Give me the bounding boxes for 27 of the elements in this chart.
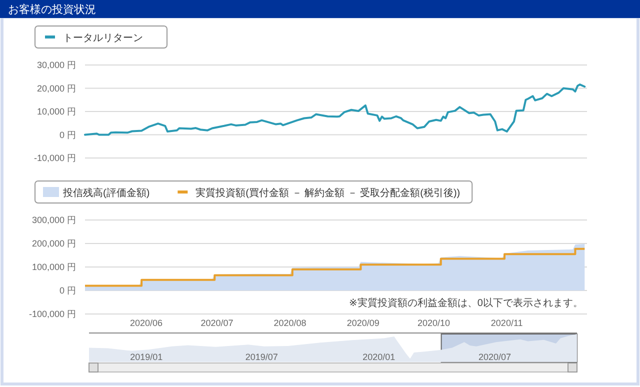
legend-label: 実質投資額(買付金額 － 解約金額 － 受取分配金額(税引後))	[196, 187, 460, 199]
y-tick-label: -100,000 円	[28, 309, 76, 319]
x-tick-label: 2020/07	[478, 352, 512, 362]
y-tick-label: -10,000 円	[34, 153, 76, 163]
x-tick-label: 2020/10	[418, 318, 450, 328]
y-tick-label: 100,000 円	[32, 262, 76, 272]
legend: トータルリターン	[34, 26, 168, 48]
x-tick-label: 2020/11	[490, 318, 523, 328]
line-series	[84, 84, 586, 136]
x-tick-label: 2019/07	[245, 352, 278, 362]
y-tick-label: 300,000 円	[32, 215, 76, 225]
x-tick-label: 2020/08	[274, 318, 306, 328]
x-tick-label: 2020/09	[346, 318, 380, 328]
y-tick-label: 0 円	[59, 286, 76, 296]
legend-label: トータルリターン	[63, 33, 143, 44]
x-tick-label: 2020/01	[362, 352, 396, 362]
annotation: ※実質投資額の利益金額は、0以下で表示されます。	[349, 297, 583, 309]
chart-title: お客様の投資状況	[8, 3, 96, 16]
x-tick-label: 2020/06	[130, 318, 163, 328]
x-tick-label: 2020/07	[200, 318, 234, 328]
y-tick-label: 10,000 円	[36, 106, 76, 116]
y-tick-label: 30,000 円	[36, 60, 76, 70]
y-tick-label: 0 円	[59, 130, 76, 140]
y-tick-label: 200,000 円	[32, 238, 76, 248]
y-tick-label: 20,000 円	[36, 83, 76, 94]
legend-label: 投信残高(評価金額)	[62, 187, 150, 199]
x-tick-label: 2019/01	[130, 352, 163, 362]
